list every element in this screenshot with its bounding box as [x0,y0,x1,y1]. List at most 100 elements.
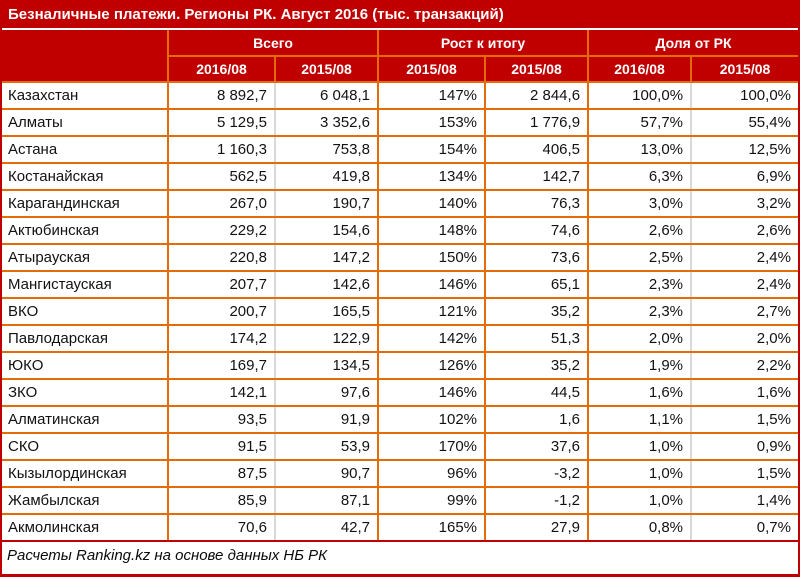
share-2016-cell: 1,0% [588,433,693,461]
table-row: Карагандинская 267,0 190,7 140% 76,3 3,0… [2,190,798,218]
growth-pct-cell: 96% [378,460,487,488]
total-2015-cell: 87,1 [275,487,380,515]
group-header-row: Всего Рост к итогу Доля от РК [2,30,798,83]
total-2016-cell: 70,6 [168,514,276,540]
region-name-cell: ЮКО [2,352,169,380]
total-2016-cell: 267,0 [168,190,276,218]
share-2016-cell: 2,3% [588,298,693,326]
table-row: Казахстан 8 892,7 6 048,1 147% 2 844,6 1… [2,82,798,110]
share-2015-cell: 6,9% [691,163,798,191]
table-row: Мангистауская 207,7 142,6 146% 65,1 2,3%… [2,271,798,299]
table-row: ВКО 200,7 165,5 121% 35,2 2,3% 2,7% [2,298,798,326]
total-2015-cell: 90,7 [275,460,380,488]
total-2015-cell: 42,7 [275,514,380,540]
region-name-cell: Алматинская [2,406,169,434]
growth-pct-cell: 154% [378,136,487,164]
share-2015-cell: 2,7% [691,298,798,326]
total-2016-cell: 8 892,7 [168,82,276,110]
table-row: Астана 1 160,3 753,8 154% 406,5 13,0% 12… [2,136,798,164]
subheader-growth-abs: 2015/08 [484,55,590,83]
total-2015-cell: 142,6 [275,271,380,299]
growth-pct-cell: 165% [378,514,487,540]
growth-pct-cell: 150% [378,244,487,272]
growth-pct-cell: 121% [378,298,487,326]
region-name-cell: ЗКО [2,379,169,407]
period-header-row: 2016/08 2015/08 2015/08 2015/08 2016/08 … [2,55,798,83]
growth-pct-cell: 140% [378,190,487,218]
source-note: Расчеты Ranking.kz на основе данных НБ Р… [2,540,798,569]
total-2016-cell: 220,8 [168,244,276,272]
region-name-cell: Кызылординская [2,460,169,488]
table-row: Алматинская 93,5 91,9 102% 1,6 1,1% 1,5% [2,406,798,434]
total-2016-cell: 87,5 [168,460,276,488]
share-2015-cell: 55,4% [691,109,798,137]
share-2015-cell: 1,6% [691,379,798,407]
total-2016-cell: 5 129,5 [168,109,276,137]
share-2015-cell: 1,5% [691,460,798,488]
share-2016-cell: 2,0% [588,325,693,353]
total-2016-cell: 93,5 [168,406,276,434]
payments-table: Всего Рост к итогу Доля от РК 2016/08 20… [2,30,798,540]
total-2015-cell: 753,8 [275,136,380,164]
growth-abs-cell: 406,5 [485,136,590,164]
share-2015-cell: 3,2% [691,190,798,218]
growth-abs-cell: 2 844,6 [485,82,590,110]
total-2015-cell: 91,9 [275,406,380,434]
share-2016-cell: 100,0% [588,82,693,110]
table-row: ЗКО 142,1 97,6 146% 44,5 1,6% 1,6% [2,379,798,407]
total-2015-cell: 154,6 [275,217,380,245]
region-name-cell: Астана [2,136,169,164]
total-2015-cell: 97,6 [275,379,380,407]
group-header-total: Всего [166,30,380,57]
table-header: Всего Рост к итогу Доля от РК 2016/08 20… [2,30,798,83]
total-2016-cell: 91,5 [168,433,276,461]
total-2016-cell: 142,1 [168,379,276,407]
share-2015-cell: 2,4% [691,244,798,272]
growth-pct-cell: 142% [378,325,487,353]
region-name-cell: Казахстан [2,82,169,110]
total-2015-cell: 165,5 [275,298,380,326]
total-2016-cell: 562,5 [168,163,276,191]
share-2016-cell: 1,1% [588,406,693,434]
table-row: Жамбылская 85,9 87,1 99% -1,2 1,0% 1,4% [2,487,798,515]
table-row: Акмолинская 70,6 42,7 165% 27,9 0,8% 0,7… [2,514,798,540]
region-name-cell: СКО [2,433,169,461]
total-2016-cell: 200,7 [168,298,276,326]
share-2016-cell: 6,3% [588,163,693,191]
growth-abs-cell: 37,6 [485,433,590,461]
subheader-total-2015: 2015/08 [273,55,380,83]
total-2015-cell: 134,5 [275,352,380,380]
share-2015-cell: 2,0% [691,325,798,353]
table-row: ЮКО 169,7 134,5 126% 35,2 1,9% 2,2% [2,352,798,380]
total-2016-cell: 169,7 [168,352,276,380]
total-2015-cell: 122,9 [275,325,380,353]
growth-abs-cell: -1,2 [485,487,590,515]
table-body: Казахстан 8 892,7 6 048,1 147% 2 844,6 1… [2,82,798,540]
table-row: Кызылординская 87,5 90,7 96% -3,2 1,0% 1… [2,460,798,488]
share-2016-cell: 3,0% [588,190,693,218]
growth-abs-cell: -3,2 [485,460,590,488]
growth-abs-cell: 76,3 [485,190,590,218]
total-2015-cell: 53,9 [275,433,380,461]
share-2016-cell: 0,8% [588,514,693,540]
share-2016-cell: 1,0% [588,460,693,488]
table-row: Костанайская 562,5 419,8 134% 142,7 6,3%… [2,163,798,191]
region-name-cell: Атырауская [2,244,169,272]
share-2016-cell: 1,6% [588,379,693,407]
subheader-share-2015: 2015/08 [690,55,798,83]
share-2015-cell: 1,5% [691,406,798,434]
growth-abs-cell: 35,2 [485,298,590,326]
share-2016-cell: 1,0% [588,487,693,515]
table-row: СКО 91,5 53,9 170% 37,6 1,0% 0,9% [2,433,798,461]
share-2015-cell: 2,4% [691,271,798,299]
region-name-cell: ВКО [2,298,169,326]
growth-abs-cell: 44,5 [485,379,590,407]
total-2016-cell: 207,7 [168,271,276,299]
subheader-total-2016: 2016/08 [168,55,276,83]
group-header-share: Доля от РК [587,30,798,57]
region-name-cell: Павлодарская [2,325,169,353]
growth-pct-cell: 147% [378,82,487,110]
table-title: Безналичные платежи. Регионы РК. Август … [2,2,798,30]
share-2016-cell: 1,9% [588,352,693,380]
